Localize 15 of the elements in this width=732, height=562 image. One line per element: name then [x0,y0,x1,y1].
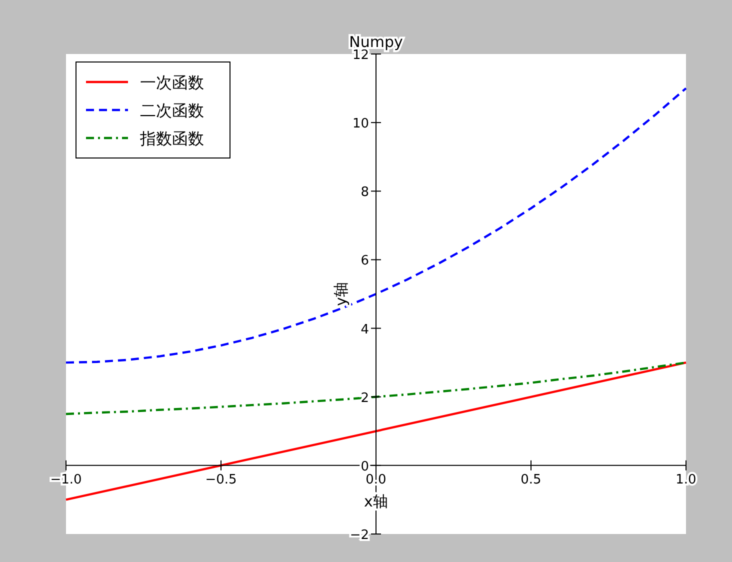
x-tick-label: −0.5 [205,472,237,488]
y-tick-label: 6 [360,254,369,269]
y-tick-label: 8 [360,185,369,200]
y-tick-label: −2 [350,528,369,543]
y-tick-label: 4 [360,322,369,338]
y-axis-title: y轴 [332,282,350,306]
y-tick-label: 10 [352,116,369,132]
legend-label: 二次函数 [140,101,204,120]
legend-label: 指数函数 [139,129,204,148]
x-tick-label: 1.0 [676,472,696,488]
legend-label: 一次函数 [140,73,204,92]
chart-title: Numpy [349,33,403,51]
x-tick-label: 0.5 [520,472,542,488]
x-tick-label: −1.0 [50,472,82,488]
y-tick-label: 2 [360,390,369,406]
